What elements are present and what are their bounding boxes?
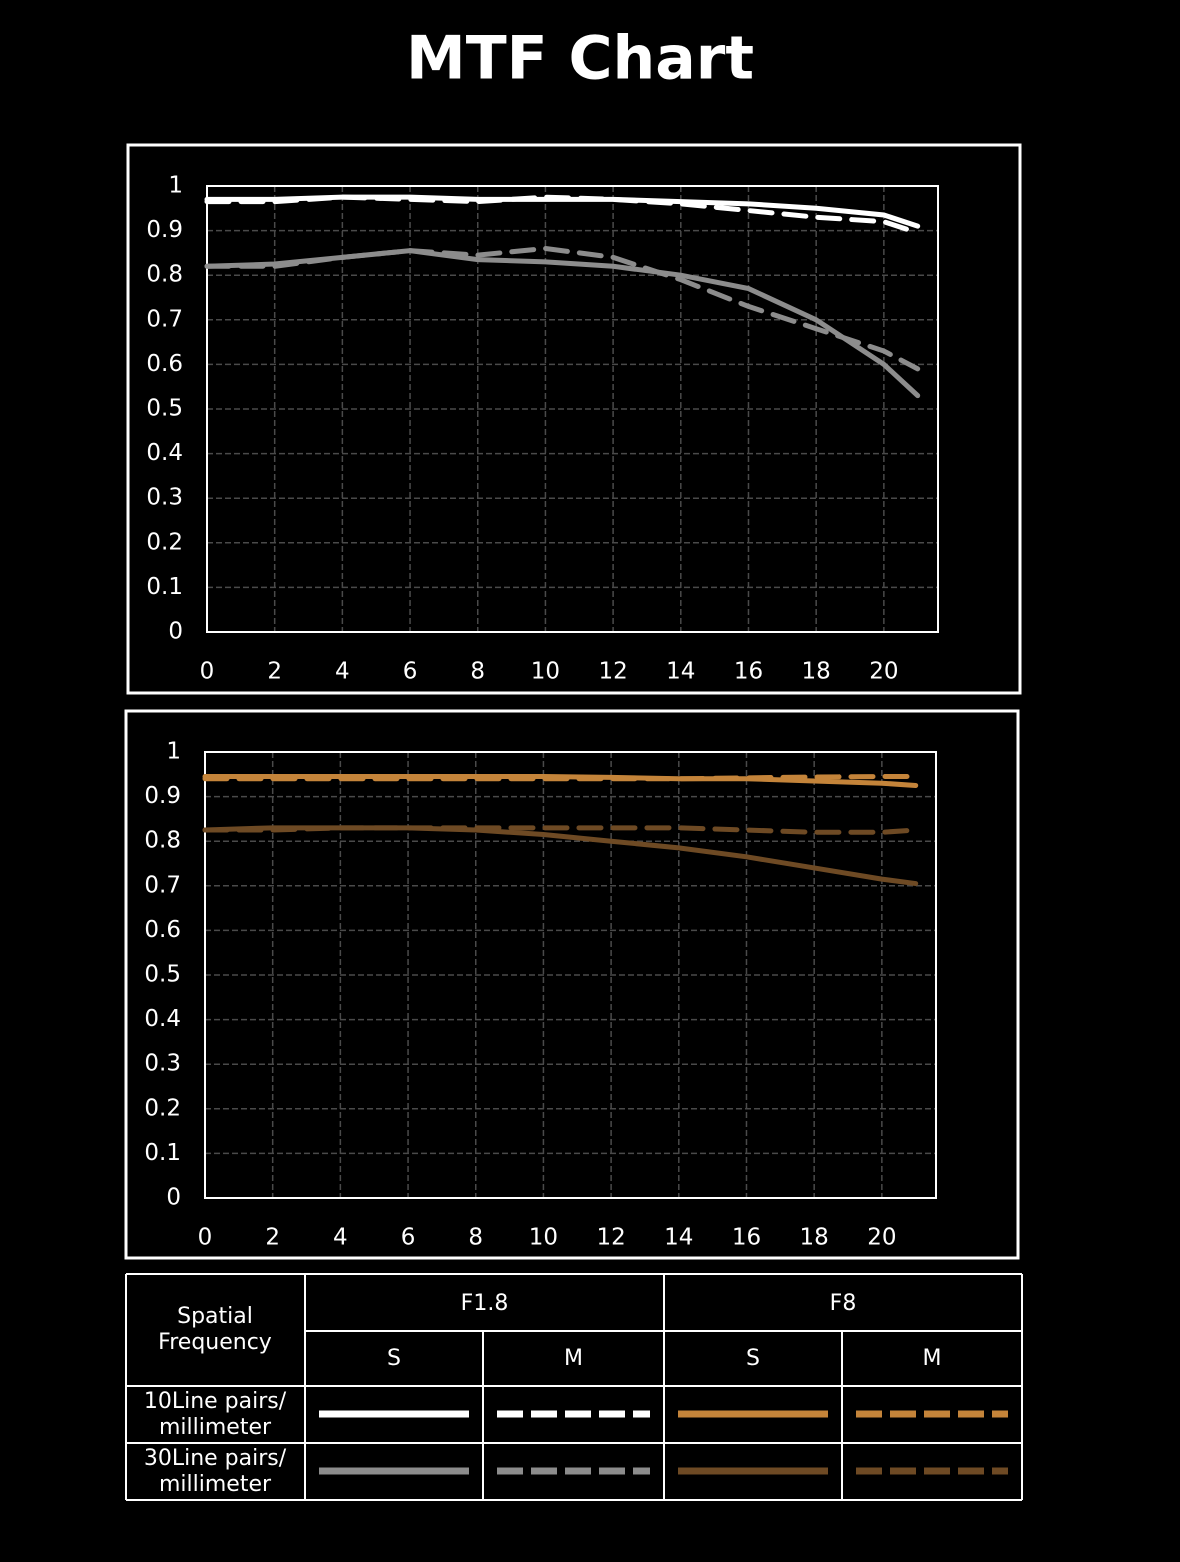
- y-tick-label: 0.2: [144, 1095, 181, 1121]
- x-tick-label: 8: [470, 659, 485, 685]
- x-tick-label: 12: [598, 659, 627, 685]
- x-tick-label: 6: [401, 1225, 416, 1251]
- plot-border: [206, 185, 939, 633]
- sub-header: S: [387, 1346, 401, 1371]
- x-tick-label: 0: [198, 1225, 213, 1251]
- x-tick-label: 8: [468, 1225, 483, 1251]
- y-tick-label: 0.3: [146, 485, 183, 511]
- x-tick-label: 18: [800, 1225, 829, 1251]
- x-tick-label: 16: [734, 659, 763, 685]
- series-line: [202, 825, 919, 835]
- group-header: F8: [830, 1291, 857, 1316]
- x-tick-label: 0: [200, 659, 215, 685]
- y-tick-label: 0: [168, 619, 183, 645]
- y-tick-label: 0.7: [144, 872, 181, 898]
- y-tick-label: 0.9: [144, 783, 181, 809]
- chart-frame: [126, 143, 1022, 695]
- y-tick-label: 0.6: [146, 351, 183, 377]
- y-tick-label: 0: [166, 1185, 181, 1211]
- row-label: millimeter: [159, 1472, 272, 1497]
- chart-frame: [124, 709, 1020, 1260]
- x-tick-label: 20: [867, 1225, 896, 1251]
- x-tick-label: 10: [531, 659, 560, 685]
- corner-header: Frequency: [158, 1330, 272, 1355]
- row-label: millimeter: [159, 1415, 272, 1440]
- x-tick-label: 20: [869, 659, 898, 685]
- y-tick-label: 0.1: [146, 574, 183, 600]
- x-tick-label: 2: [265, 1225, 280, 1251]
- sub-header: M: [923, 1346, 942, 1371]
- y-tick-label: 0.8: [144, 828, 181, 854]
- x-tick-label: 4: [333, 1225, 348, 1251]
- x-tick-label: 14: [666, 659, 695, 685]
- sub-header: M: [564, 1346, 583, 1371]
- plot-border: [204, 751, 937, 1199]
- y-tick-label: 0.9: [146, 217, 183, 243]
- row-label: 10Line pairs/: [144, 1389, 287, 1414]
- x-tick-label: 10: [529, 1225, 558, 1251]
- group-header: F1.8: [461, 1291, 509, 1316]
- row-label: 30Line pairs/: [144, 1446, 287, 1471]
- y-tick-label: 0.3: [144, 1051, 181, 1077]
- x-tick-label: 16: [732, 1225, 761, 1251]
- x-tick-label: 6: [403, 659, 418, 685]
- x-tick-label: 18: [802, 659, 831, 685]
- x-tick-label: 2: [267, 659, 282, 685]
- series-line: [204, 194, 921, 236]
- x-tick-label: 4: [335, 659, 350, 685]
- x-tick-label: 14: [664, 1225, 693, 1251]
- y-tick-label: 0.4: [146, 440, 183, 466]
- y-tick-label: 0.7: [146, 306, 183, 332]
- x-tick-label: 12: [596, 1225, 625, 1251]
- y-tick-label: 0.2: [146, 529, 183, 555]
- y-tick-label: 1: [168, 173, 183, 199]
- series-line: [204, 245, 921, 372]
- y-tick-label: 0.5: [146, 396, 183, 422]
- y-tick-label: 0.5: [144, 962, 181, 988]
- series-line: [202, 774, 919, 782]
- sub-header: S: [746, 1346, 760, 1371]
- y-tick-label: 0.8: [146, 262, 183, 288]
- y-tick-label: 0.1: [144, 1140, 181, 1166]
- y-tick-label: 1: [166, 739, 181, 765]
- y-tick-label: 0.6: [144, 917, 181, 943]
- corner-header: Spatial: [177, 1304, 253, 1329]
- page-title: MTF Chart: [406, 24, 754, 94]
- y-tick-label: 0.4: [144, 1006, 181, 1032]
